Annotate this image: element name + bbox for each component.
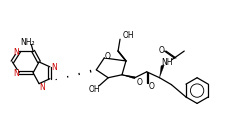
FancyBboxPatch shape [40,84,44,90]
Text: OH: OH [122,31,134,39]
FancyBboxPatch shape [106,53,109,58]
Text: O: O [137,78,143,86]
Text: O: O [149,81,154,90]
Text: OH: OH [89,84,100,93]
Text: N: N [14,69,19,78]
Text: O: O [104,51,110,60]
Text: N: N [39,82,45,91]
FancyBboxPatch shape [160,47,163,53]
FancyBboxPatch shape [138,79,141,85]
FancyBboxPatch shape [91,86,98,92]
FancyBboxPatch shape [52,64,56,70]
FancyBboxPatch shape [124,32,132,38]
Text: NH₂: NH₂ [20,37,34,46]
FancyBboxPatch shape [164,59,171,65]
Text: N: N [51,63,57,72]
Polygon shape [122,75,135,79]
FancyBboxPatch shape [150,83,154,89]
FancyBboxPatch shape [15,70,18,76]
Text: O: O [159,45,165,54]
FancyBboxPatch shape [22,39,32,45]
Polygon shape [160,66,164,78]
Text: N: N [14,47,19,56]
FancyBboxPatch shape [15,49,18,55]
Text: NH: NH [162,58,173,67]
